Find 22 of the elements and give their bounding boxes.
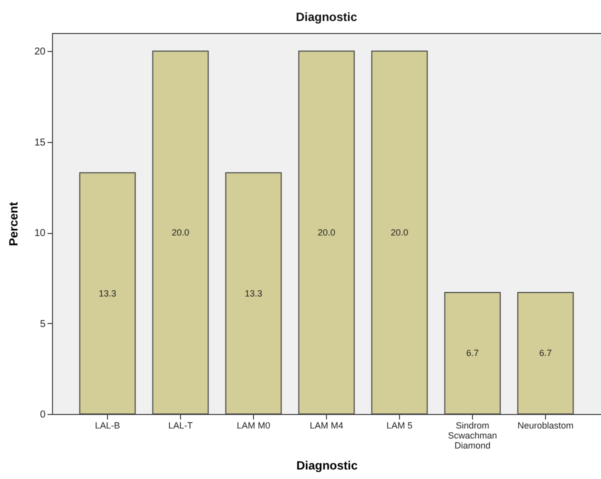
data-label: 20.0: [318, 228, 336, 238]
y-tick-label: 5: [40, 318, 46, 330]
data-label: 6.7: [466, 348, 479, 358]
x-tick-label: Neuroblastom: [518, 420, 574, 430]
y-axis-title: Percent: [6, 202, 20, 246]
data-label: 20.0: [390, 228, 408, 238]
x-tick-label: LAM 5: [386, 420, 413, 430]
data-label: 6.7: [539, 348, 552, 358]
x-tick-label: LAM M4: [310, 420, 344, 430]
x-tick-label: Sindrom Scwachman Diamond: [448, 420, 498, 450]
data-label: 13.3: [98, 288, 116, 298]
x-axis-title: Diagnostic: [296, 458, 358, 472]
y-tick-label: 10: [34, 228, 46, 240]
y-tick-label: 20: [34, 46, 46, 58]
y-tick-label: 15: [34, 137, 46, 148]
x-tick-label: LAL-T: [168, 420, 194, 430]
x-tick-label: LAL-B: [94, 420, 120, 430]
data-label: 20.0: [172, 228, 190, 238]
chart-title: Diagnostic: [296, 10, 358, 24]
x-tick-label: LAM M0: [236, 420, 270, 430]
y-tick-label: 0: [40, 410, 46, 420]
data-label: 13.3: [244, 288, 262, 298]
